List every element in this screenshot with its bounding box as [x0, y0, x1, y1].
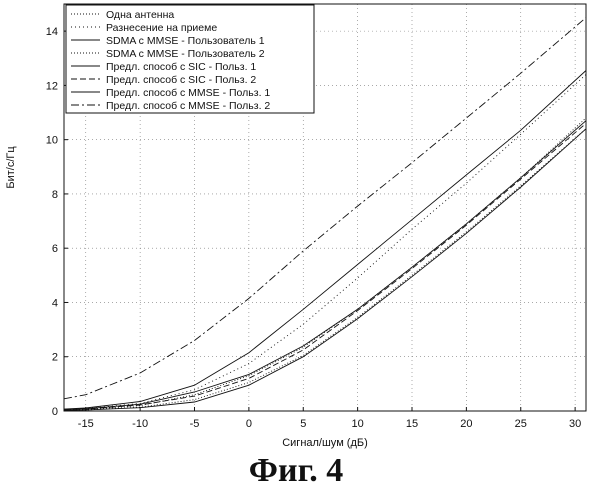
x-tick-label: 15	[406, 418, 418, 430]
legend-label: Предл. способ с SIC - Польз. 1	[106, 61, 256, 73]
legend-label: SDMA с MMSE - Пользователь 2	[106, 48, 265, 60]
series-line-6	[64, 123, 586, 409]
y-tick-label: 6	[52, 243, 58, 255]
series-line-1	[64, 129, 586, 410]
y-tick-label: 4	[52, 297, 58, 309]
series-line-2	[64, 75, 586, 410]
line-chart: -15 -10 -5 0 5 10 15 20 25 30 0 2 4 6 8 10 12 14 Одна ант…	[0, 0, 592, 450]
y-tick-label: 2	[52, 352, 58, 364]
legend: Одна антеннаРазнесение на приемеSDMA с M…	[66, 5, 314, 113]
figure-caption: Фиг. 4	[0, 452, 592, 490]
x-tick-label: -15	[78, 418, 94, 430]
series-line-3	[64, 129, 586, 410]
x-tick-label: 20	[460, 418, 472, 430]
x-axis-title: Сигнал/шум (дБ)	[282, 437, 368, 449]
y-tick-label: 8	[52, 189, 58, 201]
y-tick-label: 10	[46, 135, 58, 147]
series-line-7	[64, 71, 586, 410]
y-tick-label: 14	[46, 26, 58, 38]
legend-label: Одна антенна	[106, 9, 174, 21]
x-tick-label: 0	[246, 418, 252, 430]
x-tick-label: 5	[300, 418, 306, 430]
x-tick-label: 10	[352, 418, 364, 430]
y-tick-label: 0	[52, 406, 58, 418]
legend-label: Предл. способ с MMSE - Польз. 2	[106, 100, 270, 112]
series-line-5	[64, 121, 586, 410]
x-tick-label: -10	[132, 418, 148, 430]
y-tick-label: 12	[46, 80, 58, 92]
legend-label: Предл. способ с SIC - Польз. 2	[106, 74, 256, 86]
legend-label: Предл. способ с MMSE - Польз. 1	[106, 87, 270, 99]
x-tick-label: -5	[190, 418, 200, 430]
legend-label: SDMA с MMSE - Пользователь 1	[106, 35, 265, 47]
series-line-4	[64, 118, 586, 410]
x-tick-label: 30	[569, 418, 581, 430]
legend-label: Разнесение на приеме	[106, 22, 217, 34]
x-tick-label: 25	[515, 418, 527, 430]
y-axis-title: Бит/с/Гц	[5, 146, 17, 189]
